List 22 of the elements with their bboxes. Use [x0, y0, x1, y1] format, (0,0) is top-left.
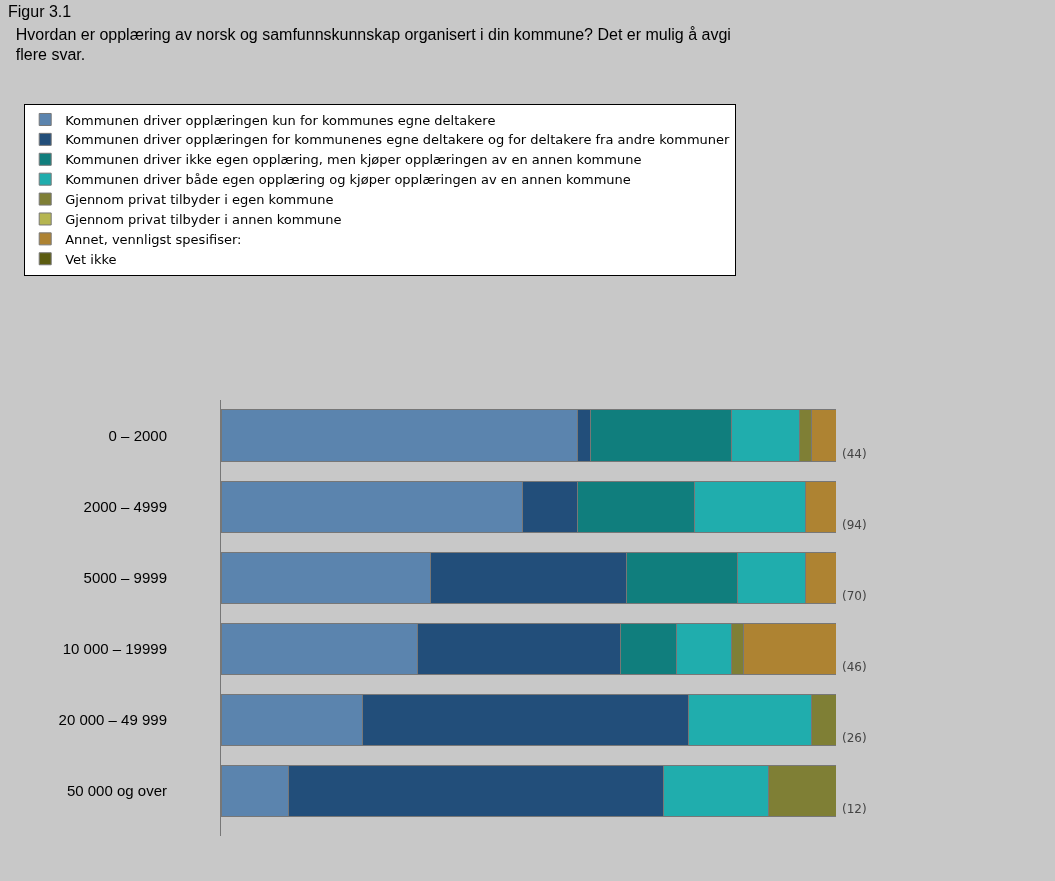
text: (12) [842, 802, 867, 816]
legend-label: Gjennom privat tilbyder i egen kommune [65, 192, 334, 208]
legend-label: Annet, vennligst spesifiser: [65, 231, 242, 247]
y-tick-label: 20 000 – 49 999 [58, 711, 167, 729]
legend-label: Kommunen driver ikke egen opplæring, men kjøper opplæringen av en annen kommune [65, 152, 642, 168]
text: (94) [842, 518, 867, 532]
text: (70) [842, 589, 867, 603]
text: (26) [842, 731, 867, 745]
legend-label: Kommunen driver opplæringen for kommunenes egne deltakere og for deltakere fra andre kommuner [65, 132, 731, 148]
legend-label: Gjennom privat tilbyder i annen kommune [65, 212, 342, 228]
y-tick-label: 5000 – 9999 [83, 568, 167, 586]
text: (44) [842, 447, 867, 461]
legend-label: Kommunen driver både egen opplæring og kjøper opplæringen av en annen kommune [65, 172, 631, 188]
legend-label: Vet ikke [65, 251, 117, 267]
y-tick-label: 0 – 2000 [108, 426, 167, 444]
text: Figur 3.1 [8, 3, 72, 20]
y-tick-label: 50 000 og over [66, 782, 167, 800]
y-tick-label: 2000 – 4999 [83, 497, 167, 515]
text: (46) [842, 660, 867, 674]
y-tick-label: 10 000 – 19999 [62, 640, 167, 658]
legend-label: Kommunen driver opplæringen kun for kommunes egne deltakere [65, 112, 496, 128]
chart-title: Hvordan er opplæring av norsk og samfunnskunnskap organisert i din kommune? Det er mulig å avgi flere svar. [15, 25, 731, 64]
